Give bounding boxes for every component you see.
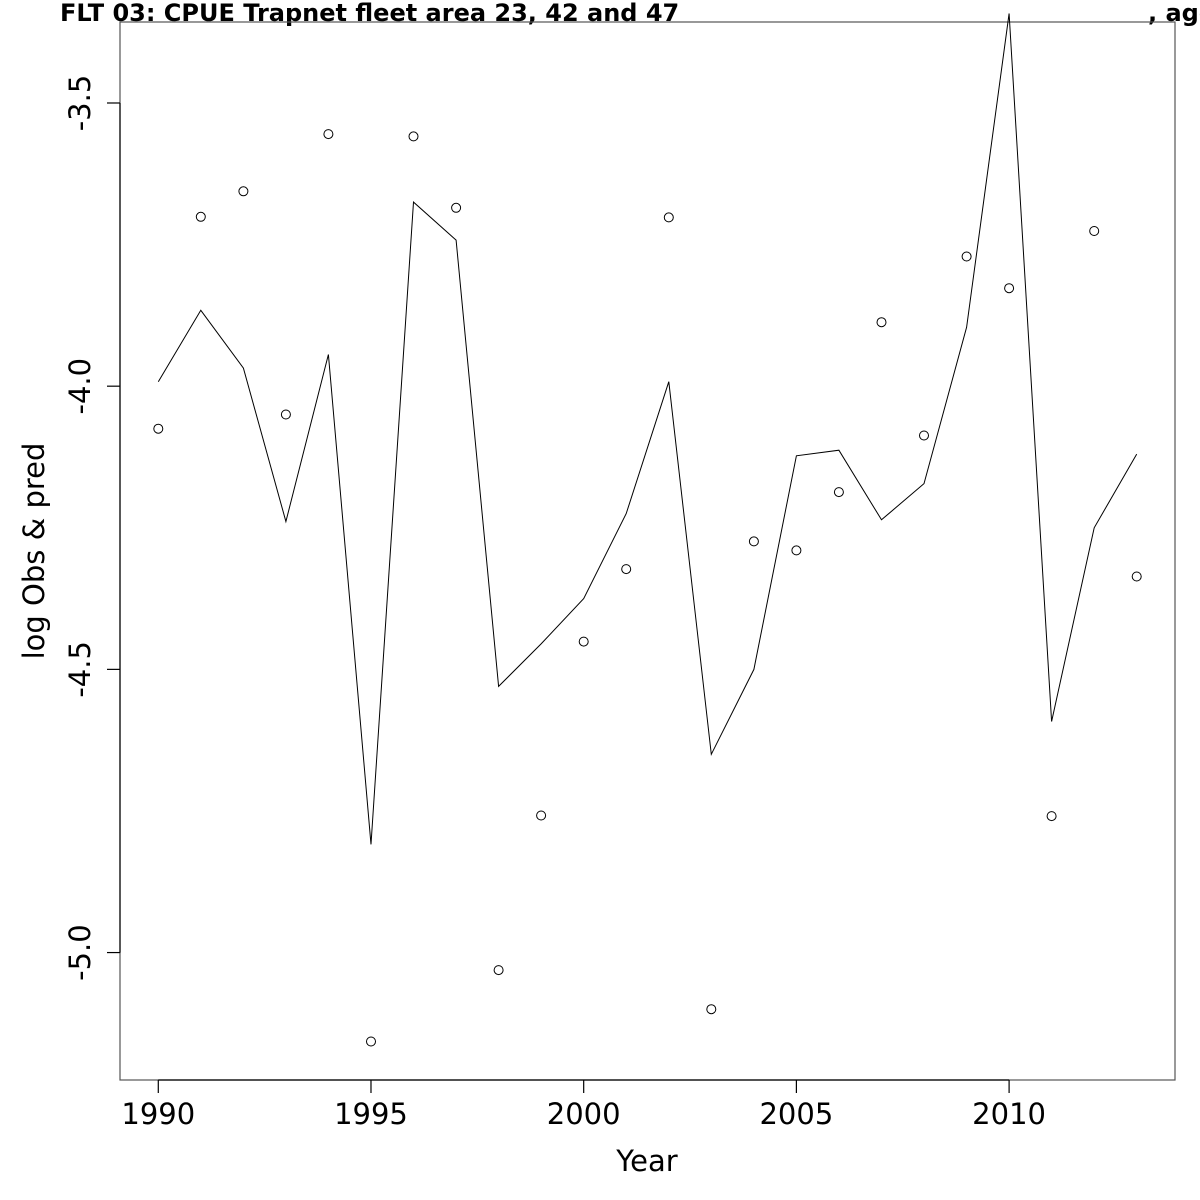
x-tick-label: 2010 (972, 1097, 1046, 1131)
predicted-line (157, 13, 1138, 845)
x-tick-label: 2005 (759, 1097, 833, 1131)
x-axis: 1990 1995 2000 2005 2010 (121, 1079, 1046, 1131)
x-tick-label: 1995 (334, 1097, 408, 1131)
y-axis-label: log Obs & pred (17, 443, 51, 660)
y-tick-label: -5.0 (63, 924, 97, 981)
y-tick-label: -4.5 (63, 641, 97, 698)
chart-title: FLT 03: CPUE Trapnet fleet area 23, 42 a… (60, 0, 679, 27)
observed-point (876, 317, 887, 328)
observed-point (1004, 283, 1015, 294)
plot-frame (119, 21, 1176, 1081)
observed-point (493, 965, 504, 976)
observed-point (833, 487, 844, 498)
observed-point (919, 430, 929, 441)
plot-area (153, 13, 1142, 1047)
y-tick-label: -3.5 (63, 75, 97, 132)
chart-title-suffix: , age (1148, 0, 1200, 27)
observed-point (1089, 226, 1100, 236)
observed-point (621, 564, 632, 575)
observed-point (280, 409, 291, 420)
x-tick-label: 2000 (547, 1097, 621, 1131)
observed-point (366, 1036, 376, 1047)
observed-point (791, 545, 802, 556)
observed-point (1131, 571, 1142, 582)
observed-point (536, 810, 547, 821)
observed-point (663, 212, 674, 223)
observed-point (961, 251, 972, 262)
observed-point (748, 536, 759, 547)
observed-point (1046, 811, 1057, 822)
y-axis: -5.0 -4.5 -4.0 -3.5 (63, 75, 121, 981)
x-axis-label: Year (615, 1144, 677, 1178)
observed-point (195, 211, 206, 222)
observed-point (451, 202, 462, 213)
y-tick-label: -4.0 (63, 358, 97, 415)
observed-point (323, 129, 334, 140)
observed-point (238, 186, 249, 197)
observed-point (153, 423, 164, 434)
observed-point (706, 1004, 717, 1015)
x-tick-label: 1990 (121, 1097, 195, 1131)
observed-point (408, 131, 419, 142)
observed-point (578, 636, 589, 647)
